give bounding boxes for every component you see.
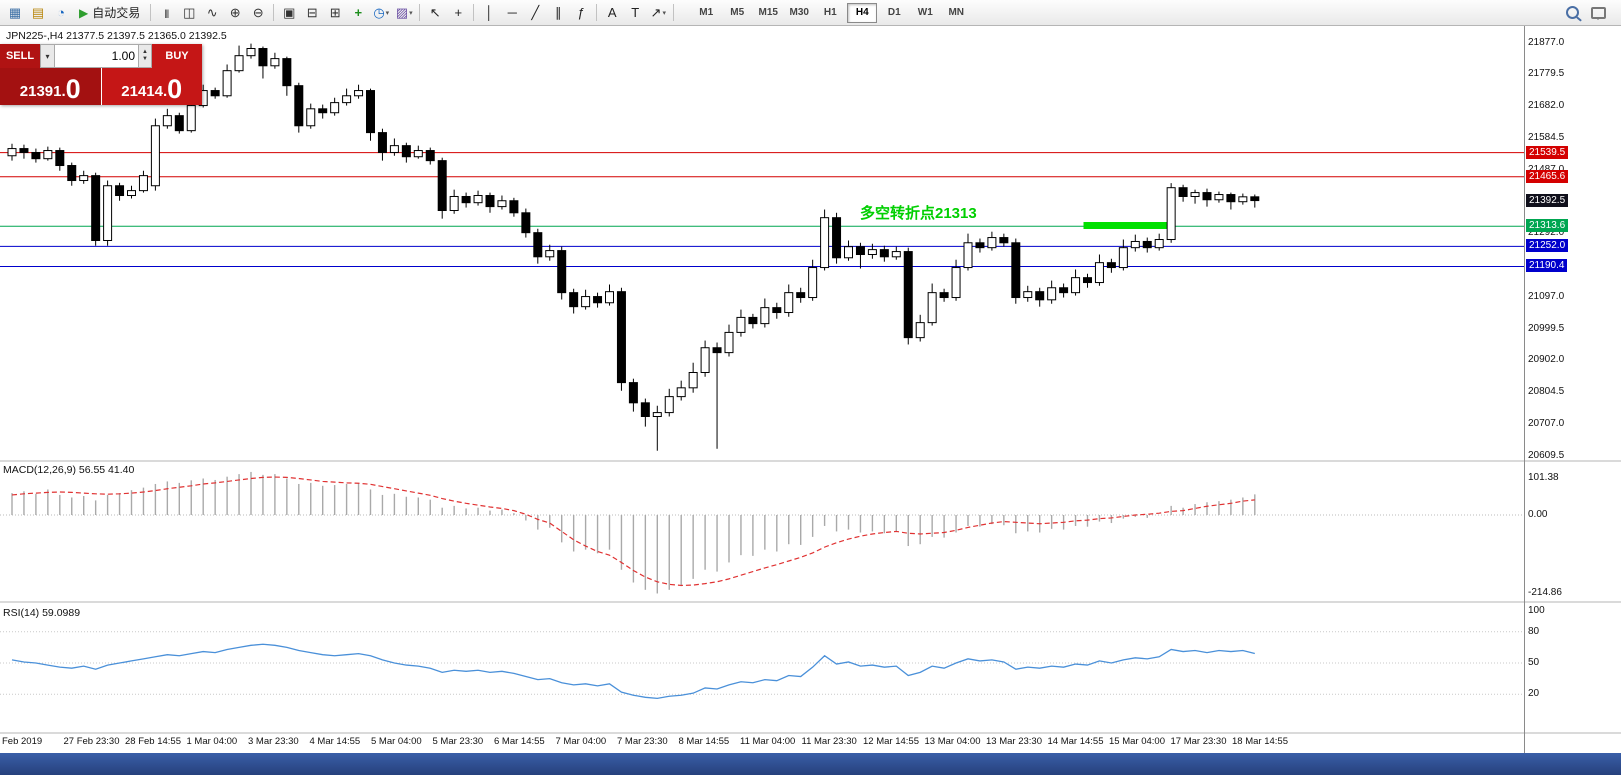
auto-trading-label: 自动交易 [92, 6, 141, 20]
horizontal-line-icon[interactable]: ─ [507, 5, 517, 20]
toolbar-separator [150, 4, 152, 21]
macd-signal-line [11, 476, 1255, 587]
candlestick-series [7, 43, 1260, 451]
new-chart-icon[interactable]: ▦ [8, 4, 22, 20]
profiles-icon[interactable]: ▤ [31, 4, 45, 20]
macd-histogram [11, 471, 1256, 594]
bar-chart-icon[interactable]: ||| [164, 7, 169, 18]
toolbar-separator [596, 4, 598, 21]
timeframe-m30[interactable]: M30 [789, 7, 809, 18]
level-lines[interactable] [0, 152, 1524, 267]
timeframe-m1[interactable]: M1 [699, 7, 714, 18]
line-chart-icon[interactable]: ∿ [206, 4, 218, 20]
zoom-out-icon[interactable]: ⊖ [252, 4, 264, 20]
vertical-line-icon[interactable]: │ [485, 5, 494, 20]
timeframe-w1[interactable]: W1 [917, 7, 933, 18]
tile-windows-icon[interactable]: ▣ [283, 4, 296, 20]
auto-trading-button[interactable]: ▶ 自动交易 [79, 5, 141, 21]
zoom-in-icon[interactable]: ⊕ [229, 4, 241, 20]
timeframe-h1[interactable]: H1 [823, 7, 837, 18]
chat-icon[interactable] [1587, 3, 1609, 23]
timeframe-toolbar: M1 M5 M15 M30 H1 H4 D1 W1 MN [691, 2, 971, 23]
trendline-icon[interactable]: ╱ [531, 4, 540, 20]
toolbar-separator [673, 4, 675, 21]
equidistant-channel-icon[interactable]: ∥ [555, 4, 562, 20]
toolbar-left-group: ▦ ▤ ◔ ▶ 自动交易 ||| ◫ ∿ ⊕ ⊖ ▣ ⊟ ⊞ + ◷ ▾ ▨ ▾ ↖ + │ ─ ╱ ∥ ƒ A T ↗ ▾ [4, 3, 677, 23]
tile-vertical-icon[interactable]: ⊞ [329, 4, 341, 20]
crosshair-icon[interactable]: + [454, 5, 463, 20]
text-label-icon[interactable]: T [631, 5, 640, 20]
toolbar-right-group [1561, 3, 1609, 23]
indicators-icon[interactable]: + [354, 5, 363, 20]
templates-icon[interactable]: ▨ ▾ [395, 4, 413, 20]
main-toolbar: ▦ ▤ ◔ ▶ 自动交易 ||| ◫ ∿ ⊕ ⊖ ▣ ⊟ ⊞ + ◷ ▾ ▨ ▾ ↖ + │ ─ ╱ ∥ ƒ A T ↗ ▾ M1 M5 M… [0, 0, 1621, 26]
toolbar-separator [473, 4, 475, 21]
rsi-line [11, 643, 1255, 700]
candlestick-icon[interactable]: ◫ [183, 4, 196, 20]
timeframe-m5[interactable]: M5 [730, 7, 745, 18]
chart-canvas [0, 26, 1621, 753]
tile-horizontal-icon[interactable]: ⊟ [306, 4, 318, 20]
windows-taskbar[interactable] [0, 753, 1621, 775]
timeframe-h4[interactable]: H4 [847, 2, 878, 23]
text-icon[interactable]: A [607, 5, 617, 20]
timeframe-mn[interactable]: MN [948, 7, 965, 18]
cursor-icon[interactable]: ↖ [429, 4, 441, 20]
ticks-icon[interactable]: ◔ [57, 5, 65, 20]
fibonacci-icon[interactable]: ƒ [577, 5, 585, 20]
toolbar-separator [419, 4, 421, 21]
toolbar-separator [273, 4, 275, 21]
timeframe-d1[interactable]: D1 [887, 7, 901, 18]
arrows-icon[interactable]: ↗ ▾ [650, 4, 666, 20]
timeframe-m15[interactable]: M15 [758, 7, 778, 18]
support-highlight[interactable] [1083, 222, 1176, 230]
search-icon[interactable] [1561, 3, 1583, 23]
periods-icon[interactable]: ◷ ▾ [373, 4, 390, 20]
